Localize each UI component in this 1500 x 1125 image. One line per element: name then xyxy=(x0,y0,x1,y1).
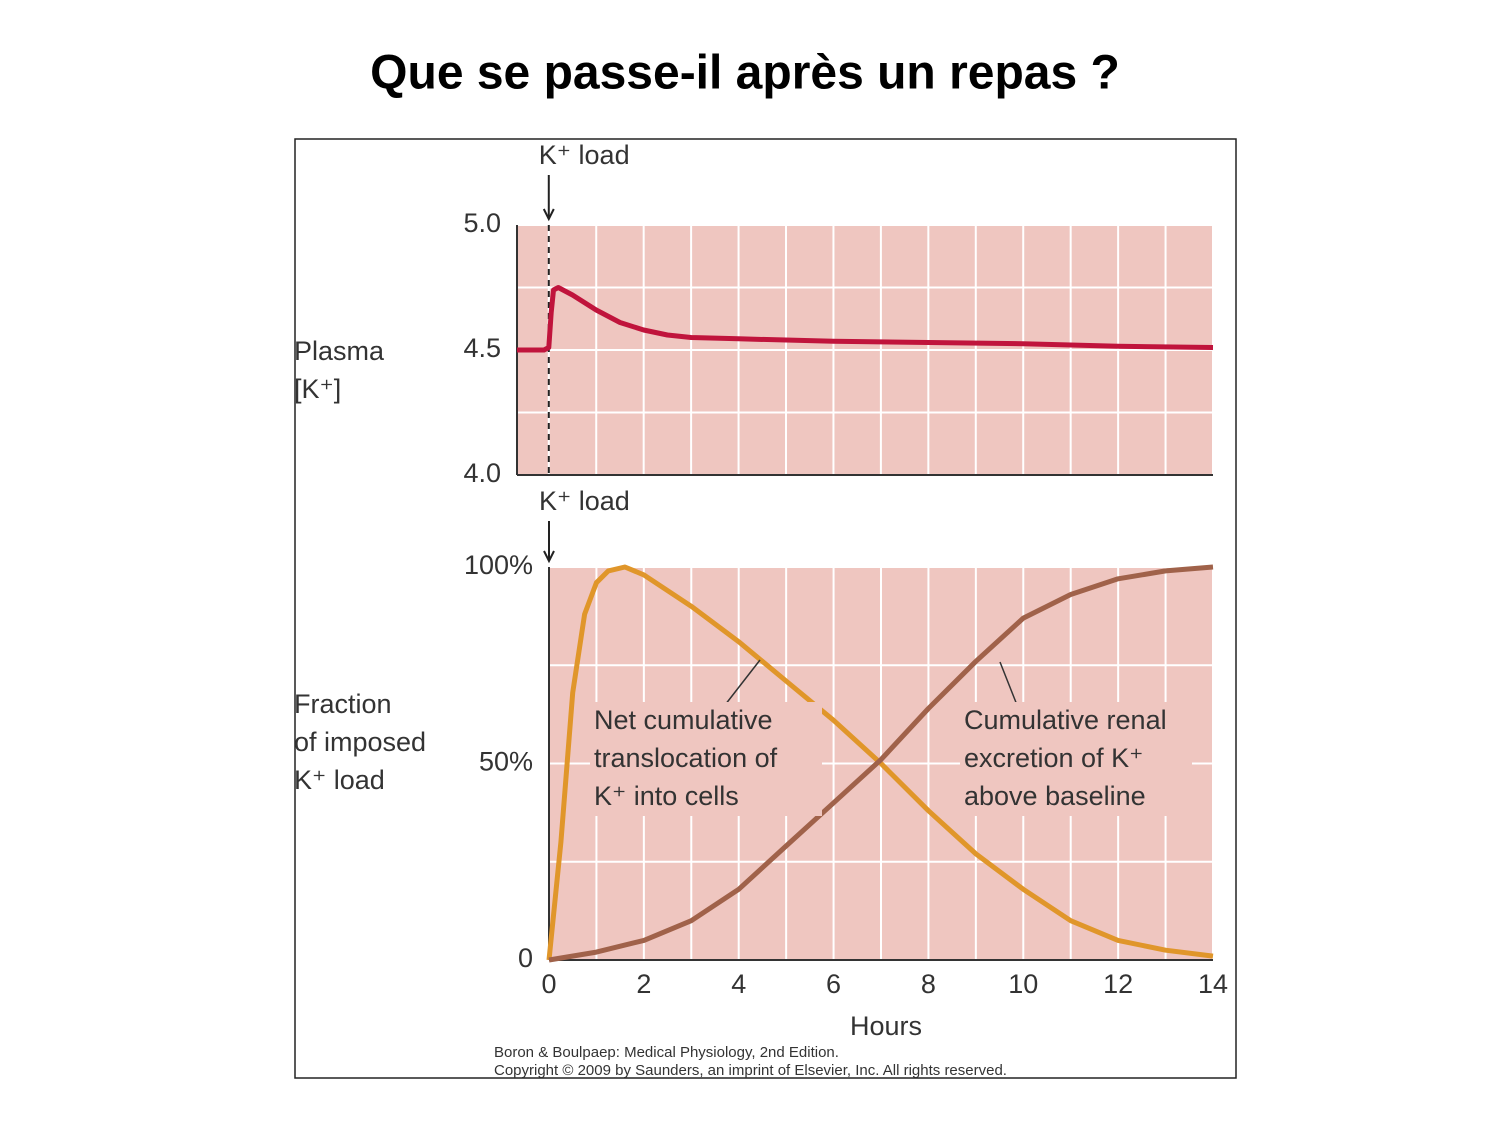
leader-line xyxy=(999,661,1018,706)
x-tick-label: 12 xyxy=(1103,969,1133,999)
curve-annotation: excretion of K⁺ xyxy=(964,743,1143,773)
credit: Boron & Boulpaep: Medical Physiology, 2n… xyxy=(494,1044,839,1061)
load-arrowhead xyxy=(543,550,555,564)
y-tick-label: 50% xyxy=(479,747,533,777)
y-tick-label: 4.5 xyxy=(463,333,501,363)
data-line xyxy=(546,564,1214,961)
y-axis-label: K⁺ load xyxy=(294,765,385,795)
leader-line xyxy=(724,659,761,706)
curve-annotation: Cumulative renal xyxy=(964,705,1167,735)
annotation-background xyxy=(960,702,1192,816)
data-line xyxy=(517,285,1214,353)
y-tick-label: 100% xyxy=(464,550,533,580)
slide-title: Que se passe-il après un repas ? xyxy=(370,47,1120,100)
x-tick-label: 8 xyxy=(921,969,936,999)
x-tick-label: 14 xyxy=(1198,969,1228,999)
load-label: K⁺ load xyxy=(539,486,630,516)
y-axis-label: Fraction xyxy=(294,689,392,719)
y-axis-label: Plasma xyxy=(294,336,385,366)
load-label: K⁺ load xyxy=(539,140,630,170)
x-tick-label: 10 xyxy=(1008,969,1038,999)
x-tick-label: 2 xyxy=(636,969,651,999)
annotation-background xyxy=(590,702,822,816)
y-tick-label: 5.0 xyxy=(463,208,501,238)
figure-frame xyxy=(294,138,1237,1079)
x-tick-label: 6 xyxy=(826,969,841,999)
y-axis-label: of imposed xyxy=(294,727,426,757)
x-tick-label: 4 xyxy=(731,969,746,999)
y-tick-label: 4.0 xyxy=(463,458,501,488)
data-line xyxy=(548,564,1214,963)
curve-annotation: K⁺ into cells xyxy=(594,781,739,811)
y-axis-label: [K⁺] xyxy=(294,374,341,404)
curve-annotation: Net cumulative xyxy=(594,705,773,735)
y-tick-label: 0 xyxy=(518,943,533,973)
x-axis-label: Hours xyxy=(850,1011,922,1041)
x-tick-label: 0 xyxy=(541,969,556,999)
load-arrowhead xyxy=(542,208,555,222)
curve-annotation: above baseline xyxy=(964,781,1146,811)
curve-annotation: translocation of xyxy=(594,743,778,773)
credit: Copyright © 2009 by Saunders, an imprint… xyxy=(494,1062,1007,1079)
